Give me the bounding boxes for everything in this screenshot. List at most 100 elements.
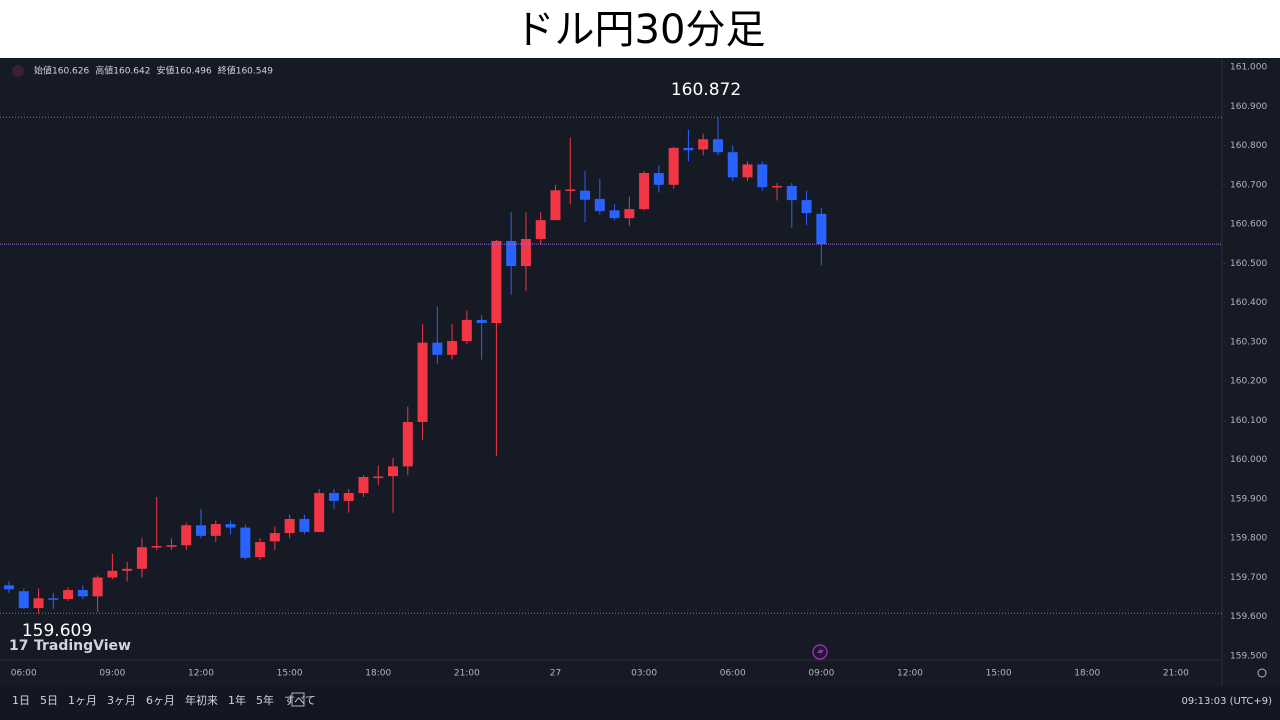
candle-body [417, 342, 428, 422]
candle-body [668, 147, 679, 185]
x-tick-label: 21:00 [454, 669, 480, 679]
candle-body [447, 341, 458, 355]
x-tick-label: 09:00 [99, 669, 125, 679]
candle-body [801, 200, 812, 214]
candle-body [210, 524, 221, 536]
candle-body [580, 190, 591, 200]
max-label: 160.872 [671, 80, 741, 100]
ohlc-label: 始値 [34, 65, 52, 77]
candle-body [122, 568, 133, 571]
toolbar [0, 686, 1280, 720]
x-tick-label: 15:00 [986, 669, 1012, 679]
candle-body [639, 173, 650, 210]
candle-body [136, 547, 147, 569]
clock: 09:13:03 (UTC+9) [1182, 696, 1273, 707]
y-tick-label: 160.000 [1230, 455, 1267, 465]
title: ドル円30分足 [515, 7, 766, 53]
y-tick-label: 160.900 [1230, 102, 1267, 112]
x-tick-label: 15:00 [277, 669, 303, 679]
candle-body [255, 542, 266, 558]
candle-body [388, 466, 399, 477]
y-tick-label: 159.900 [1230, 494, 1267, 504]
candle-body [698, 139, 709, 150]
candle-body [624, 209, 635, 219]
watermark-logo: 17 [9, 638, 28, 654]
x-tick-label: 21:00 [1163, 669, 1189, 679]
candle-body [4, 585, 14, 590]
watermark: TradingView [34, 638, 131, 654]
ohlc-label: 高値 [95, 65, 113, 77]
y-tick-label: 161.000 [1230, 63, 1267, 73]
y-tick-label: 160.100 [1230, 416, 1267, 426]
candle-body [284, 518, 295, 534]
min-label: 159.609 [22, 621, 92, 641]
alert-icon[interactable] [812, 644, 828, 660]
candle-body [491, 240, 502, 324]
range-button[interactable]: 1ヶ月 [68, 694, 97, 707]
range-button[interactable]: 5日 [40, 694, 58, 707]
x-tick-label: 12:00 [897, 669, 923, 679]
ohlc-label: 終値 [218, 65, 236, 77]
range-button[interactable]: すべて [284, 694, 316, 707]
range-button[interactable]: 5年 [256, 693, 274, 707]
x-tick-label: 18:00 [365, 669, 391, 679]
candle-body [77, 590, 88, 597]
candle-body [269, 533, 280, 542]
range-button[interactable]: 年初来 [185, 693, 218, 707]
title-bar [0, 0, 1280, 58]
candle-body [550, 190, 561, 221]
candle-body [727, 152, 738, 178]
ohlc-label: 安値 [156, 65, 174, 77]
candle-body [18, 591, 29, 609]
y-tick-label: 160.700 [1230, 180, 1267, 190]
y-tick-label: 159.700 [1230, 573, 1267, 583]
range-button[interactable]: 3ヶ月 [107, 694, 136, 707]
x-tick-label: 03:00 [631, 669, 657, 679]
candle-body [461, 319, 472, 342]
y-tick-label: 160.600 [1230, 220, 1267, 230]
candle-body [565, 189, 576, 192]
candle-body [432, 342, 443, 355]
candle-body [63, 590, 74, 600]
candle-body [535, 220, 546, 239]
candle-body [402, 421, 413, 467]
candle-body [757, 164, 768, 188]
y-tick-label: 160.500 [1230, 259, 1267, 269]
x-tick-label: 06:00 [720, 669, 746, 679]
candle-body [240, 527, 251, 558]
ohlc-value: 160.642 [113, 67, 150, 77]
candle-body [609, 210, 620, 219]
alert-bolt [817, 646, 824, 658]
y-tick-label: 159.600 [1230, 612, 1267, 622]
y-tick-label: 160.800 [1230, 141, 1267, 151]
candle-body [358, 476, 369, 494]
candle-body [151, 546, 162, 548]
candle-body [476, 319, 487, 324]
candle-body [196, 525, 207, 536]
ohlc-value: 160.496 [174, 67, 211, 77]
x-tick-label: 06:00 [11, 669, 37, 679]
ohlc-value: 160.626 [52, 67, 89, 77]
x-tick-label: 18:00 [1074, 669, 1100, 679]
range-button[interactable]: 1日 [12, 694, 30, 707]
y-tick-label: 160.300 [1230, 337, 1267, 347]
candle-body [107, 570, 118, 578]
candle-body [712, 139, 723, 153]
candle-body [520, 238, 531, 267]
candle-body [225, 524, 236, 528]
candle-body [92, 577, 103, 597]
symbol-icon[interactable] [12, 65, 24, 77]
x-tick-label: 27 [550, 669, 561, 679]
y-tick-label: 160.200 [1230, 377, 1267, 387]
range-button[interactable]: 1年 [228, 693, 246, 707]
range-button[interactable]: 6ヶ月 [146, 694, 175, 707]
date-range-icon[interactable] [291, 692, 305, 707]
y-tick-label: 159.500 [1230, 652, 1267, 662]
x-tick-label: 12:00 [188, 669, 214, 679]
settings-icon[interactable] [1257, 668, 1267, 678]
y-tick-label: 159.800 [1230, 534, 1267, 544]
x-tick-label: 09:00 [808, 669, 834, 679]
candle-body [343, 493, 354, 501]
